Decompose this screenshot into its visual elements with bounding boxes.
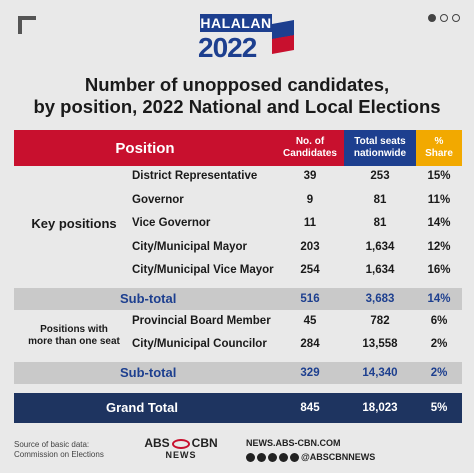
- subtotal-share: 14%: [427, 292, 451, 305]
- subtotal-seats: 14,340: [362, 366, 398, 379]
- facebook-icon: [246, 452, 255, 462]
- social-handle: @ABSCBNNEWS: [301, 452, 376, 462]
- row-candidates: 39: [303, 170, 317, 182]
- subtotal-candidates: 329: [300, 366, 320, 379]
- row-position: City/Municipal Mayor: [132, 240, 248, 253]
- row-position: City/Municipal Councilor: [132, 338, 267, 350]
- row-seats: 13,558: [362, 338, 398, 350]
- row-position: City/Municipal Vice Mayor: [132, 264, 274, 276]
- brand-sub: NEWS: [165, 450, 197, 460]
- row-position: District Representative: [132, 170, 258, 182]
- source-note: Source of basic data: Commission on Elec…: [14, 440, 104, 459]
- subtotal-share: 2%: [430, 366, 448, 379]
- row-share: 14%: [427, 217, 451, 229]
- grand-total-row: Grand Total 845 18,023 5%: [14, 392, 462, 423]
- news-url: NEWS.ABS-CBN.COM: [246, 438, 341, 448]
- row-position: Vice Governor: [132, 217, 211, 229]
- row-position: Provincial Board Member: [132, 314, 271, 327]
- grand-total-seats: 18,023: [362, 401, 398, 414]
- grand-total-share: 5%: [430, 401, 448, 414]
- logo-top-text: HALALAN: [200, 14, 272, 32]
- row-share: 12%: [427, 240, 451, 253]
- row-candidates: 9: [306, 193, 314, 206]
- row-share: 2%: [430, 338, 448, 350]
- page-dot: [452, 14, 460, 22]
- twitter-icon: [257, 452, 266, 462]
- group-label: Key positions: [31, 215, 117, 231]
- header-seats: Total seats nationwide: [344, 130, 416, 166]
- brand-right: CBN: [191, 436, 218, 450]
- subtotal-label: Sub-total: [120, 290, 177, 306]
- row-candidates: 11: [303, 217, 317, 229]
- instagram-icon: [268, 452, 277, 462]
- header-candidates: No. of Candidates: [276, 130, 344, 166]
- pagination-dots: [428, 14, 460, 22]
- row-seats: 81: [373, 193, 387, 206]
- row-seats: 1,634: [365, 240, 395, 253]
- tiktok-icon: [290, 452, 299, 462]
- row-seats: 81: [373, 217, 387, 229]
- page-dot: [440, 14, 448, 22]
- subtotal-row: Sub-total 329 14,340 2%: [14, 361, 462, 384]
- group-label: Positions with more than one seat: [28, 324, 120, 347]
- row-candidates: 203: [300, 240, 320, 253]
- row-seats: 782: [370, 314, 390, 327]
- row-share: 6%: [430, 314, 448, 327]
- grand-total-label: Grand Total: [106, 399, 178, 415]
- halalan-logo: HALALAN 2022: [180, 10, 300, 68]
- row-position: Governor: [132, 193, 184, 206]
- logo-year-text: 2022: [198, 32, 257, 63]
- row-candidates: 45: [303, 314, 317, 327]
- row-candidates: 254: [300, 264, 320, 276]
- row-seats: 1,634: [365, 264, 395, 276]
- row-share: 11%: [427, 193, 451, 206]
- chart-title: Number of unopposed candidates, by posit…: [33, 74, 441, 117]
- subtotal-label: Sub-total: [120, 364, 177, 380]
- subtotal-seats: 3,683: [365, 292, 395, 305]
- social-handles: @ABSCBNNEWS: [246, 452, 375, 462]
- subtotal-candidates: 516: [300, 292, 320, 305]
- subtotal-row: Sub-total 516 3,683 14%: [14, 287, 462, 310]
- brand-left: ABS: [144, 436, 170, 450]
- grand-total-candidates: 845: [300, 401, 320, 414]
- corner-mark: [18, 16, 36, 34]
- row-share: 16%: [427, 264, 451, 276]
- header-position: Position: [14, 130, 276, 166]
- youtube-icon: [279, 452, 288, 462]
- row-seats: 253: [370, 170, 390, 182]
- row-share: 15%: [427, 170, 451, 182]
- flag-icon: [272, 20, 294, 54]
- row-candidates: 284: [300, 338, 320, 350]
- page-dot: [428, 14, 436, 22]
- abs-cbn-logo: ABS CBN NEWS: [136, 436, 226, 460]
- logo-year: 2022: [198, 32, 257, 64]
- header-share: % Share: [416, 130, 462, 166]
- eye-icon: [171, 438, 190, 449]
